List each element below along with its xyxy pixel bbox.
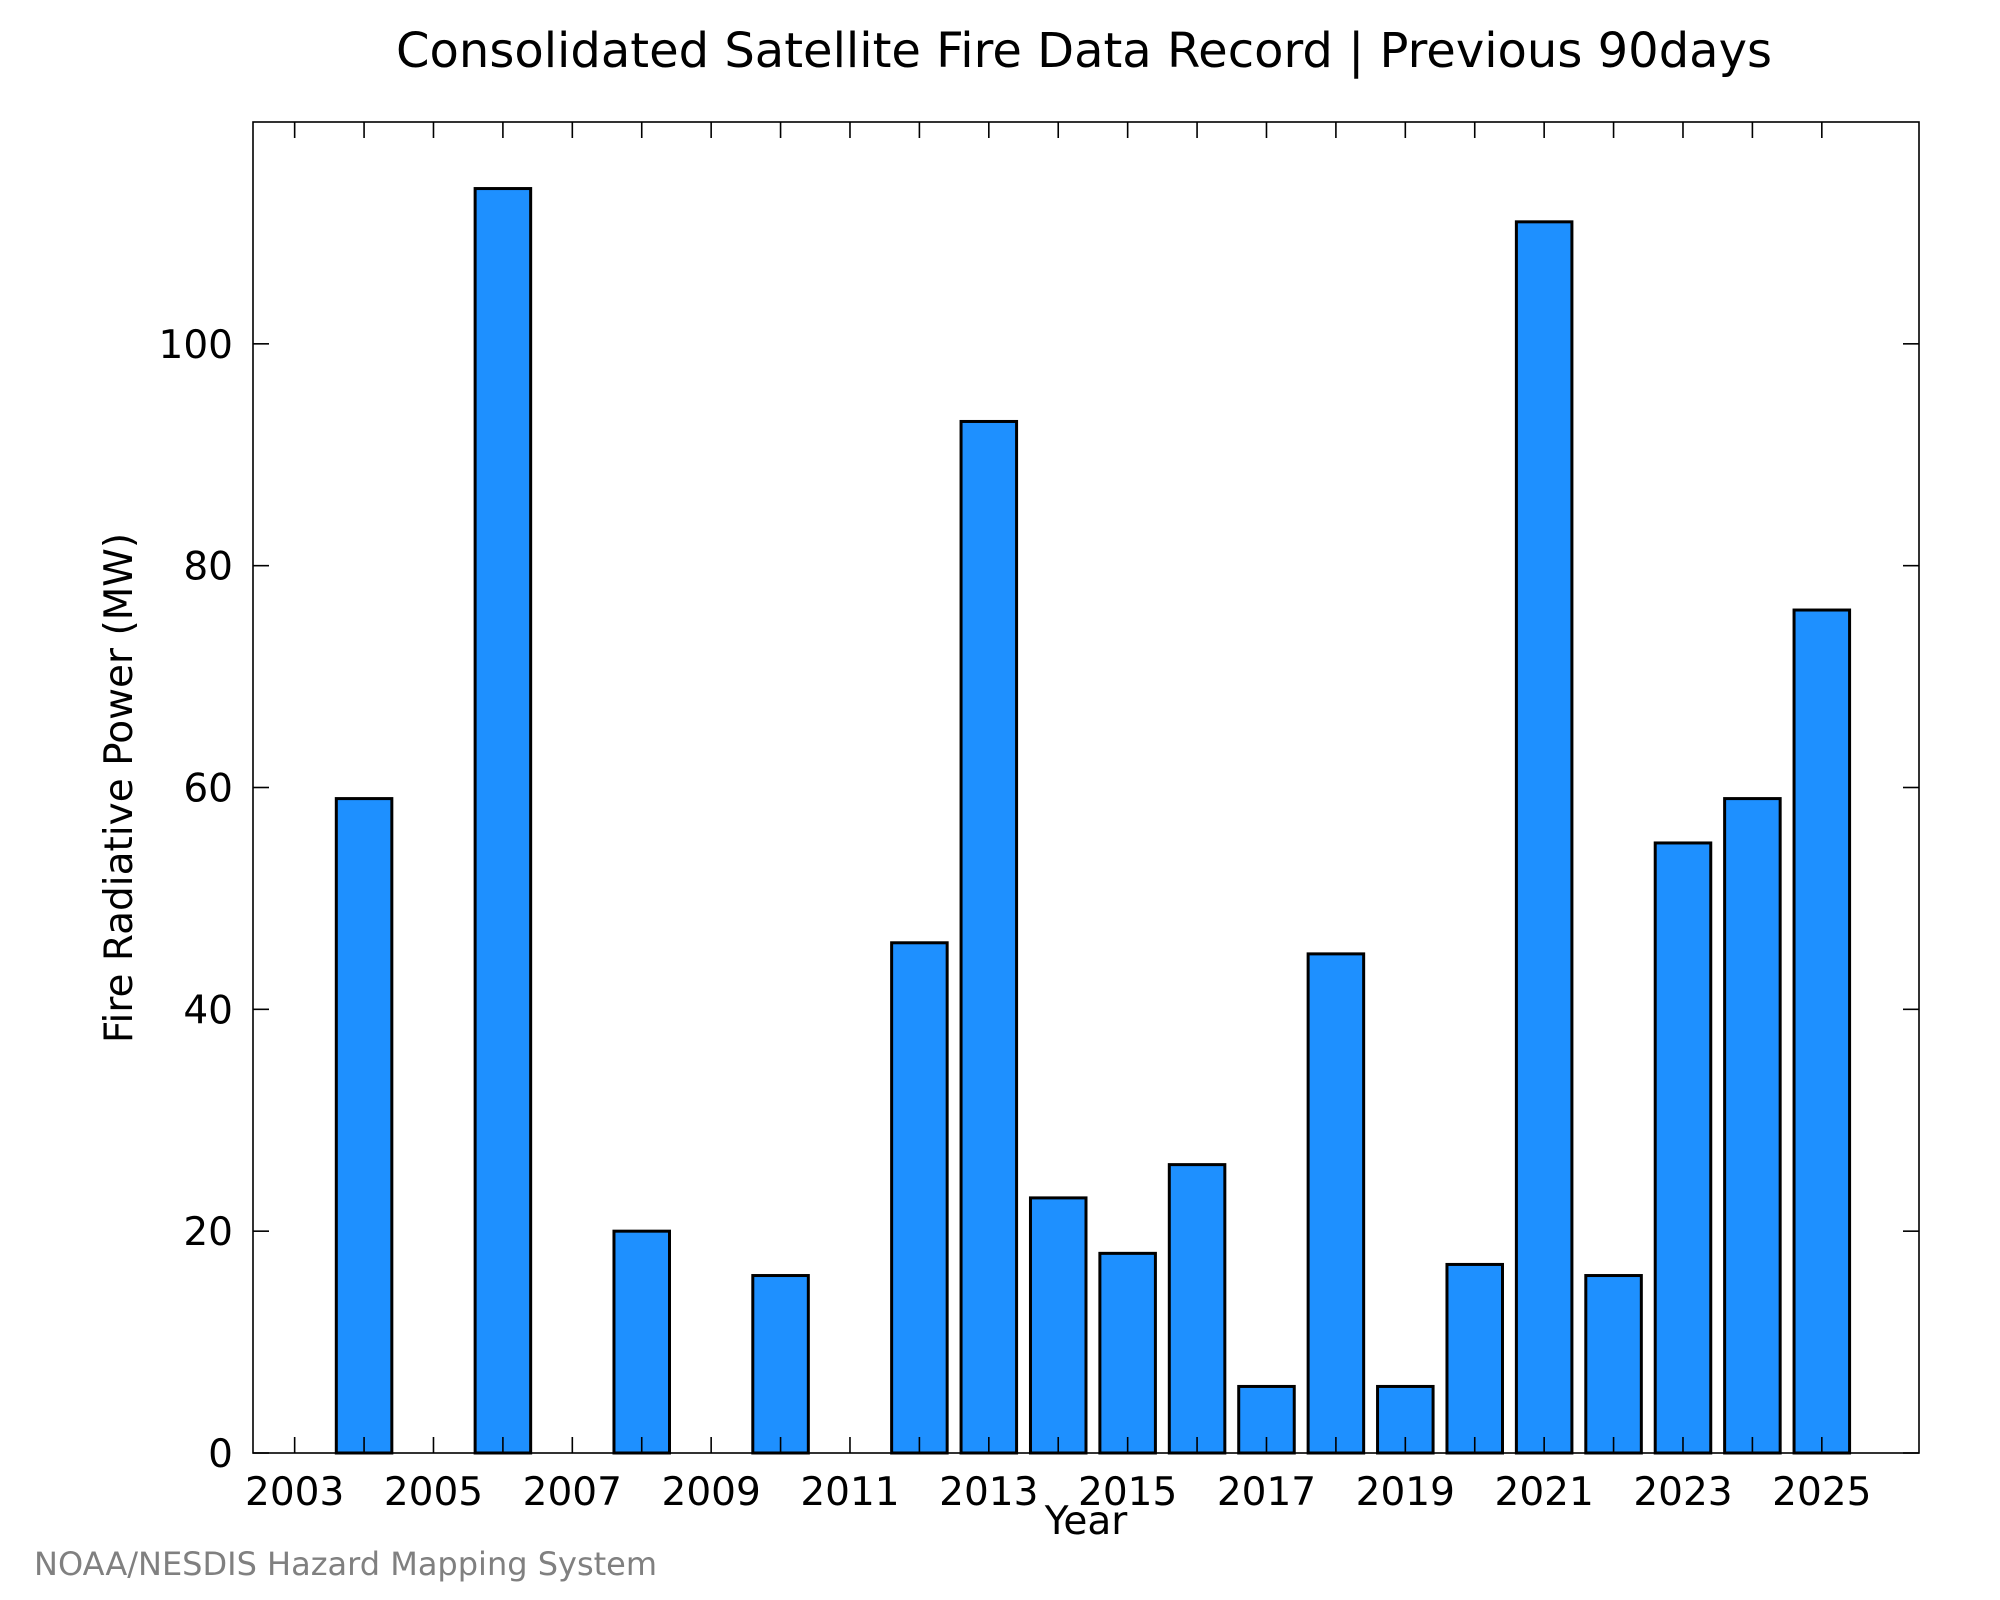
bar-2004 (334, 797, 394, 1455)
x-tick-label-2015: 2015 (1078, 1470, 1177, 1515)
x-tick-label-2017: 2017 (1217, 1470, 1316, 1515)
bar-2015 (1098, 1251, 1157, 1455)
bar-2022 (1584, 1274, 1643, 1455)
y-tick-label-80: 80 (183, 545, 233, 590)
y-tick-label-0: 0 (208, 1432, 233, 1477)
x-tick-label-2007: 2007 (523, 1470, 622, 1515)
bar-2012 (890, 941, 949, 1455)
tick-labels-layer: 2003 2005 2007 2009 2011 2013 2015 2017 2019 2021… (159, 323, 1872, 1515)
x-tick-label-2005: 2005 (384, 1470, 483, 1515)
x-tick-label-2013: 2013 (939, 1470, 1038, 1515)
y-tick-label-100: 100 (159, 323, 233, 368)
x-tick-label-2019: 2019 (1356, 1470, 1455, 1515)
y-axis-label: Fire Radiative Power (MW) (97, 533, 142, 1043)
x-tick-label-2009: 2009 (662, 1470, 761, 1515)
bar-2024 (1723, 797, 1782, 1455)
bar-2018 (1306, 952, 1366, 1455)
y-tick-label-40: 40 (183, 988, 233, 1033)
bar-2025 (1792, 608, 1852, 1455)
x-tick-label-2023: 2023 (1633, 1470, 1732, 1515)
bar-2014 (1028, 1196, 1088, 1455)
bar-2010 (751, 1274, 810, 1455)
bars-layer (334, 187, 1852, 1455)
x-tick-label-2011: 2011 (800, 1470, 899, 1515)
x-tick-label-2025: 2025 (1772, 1470, 1871, 1515)
y-tick-label-20: 20 (183, 1210, 233, 1255)
bar-2020 (1445, 1262, 1504, 1455)
chart-title: Consolidated Satellite Fire Data Record … (396, 23, 1772, 79)
bar-2006 (473, 187, 533, 1455)
x-tick-label-2003: 2003 (245, 1470, 344, 1515)
bar-2013 (959, 419, 1019, 1455)
bar-2023 (1653, 841, 1713, 1455)
y-tick-label-60: 60 (183, 767, 233, 812)
x-axis-label: Year (1044, 1499, 1129, 1544)
bar-2016 (1167, 1163, 1227, 1455)
ticks-layer (253, 122, 1919, 1454)
bar-2008 (612, 1229, 671, 1455)
x-tick-label-2021: 2021 (1495, 1470, 1594, 1515)
credit-text: NOAA/NESDIS Hazard Mapping System (34, 1545, 657, 1583)
bar-2021 (1514, 220, 1574, 1455)
